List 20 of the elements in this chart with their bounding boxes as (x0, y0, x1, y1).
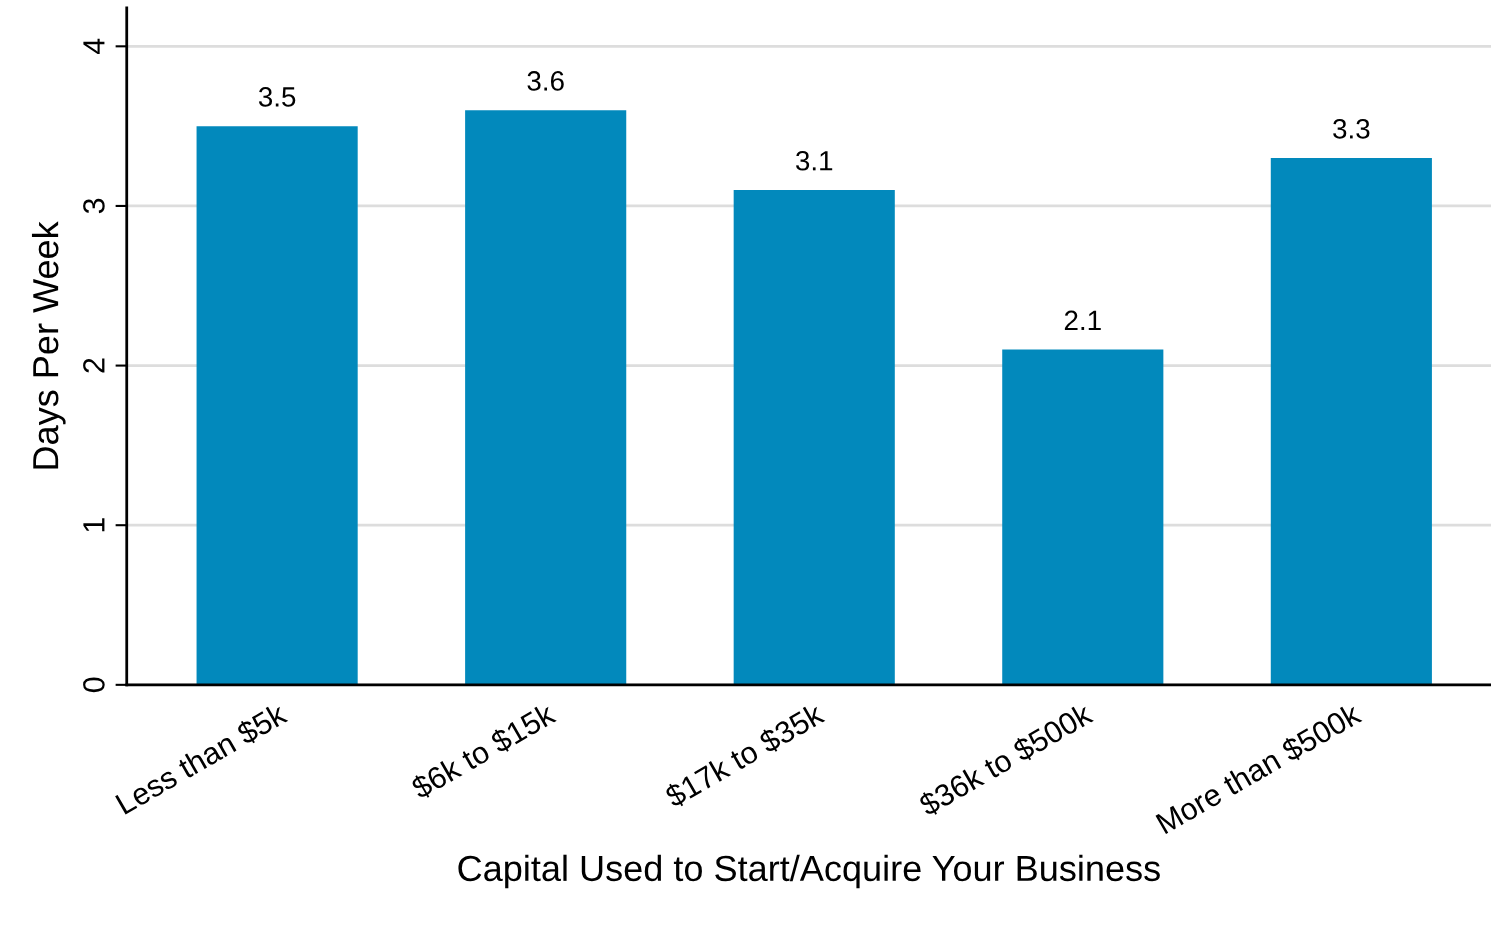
data-label: 3.5 (258, 87, 296, 107)
y-tick-label: 1 (83, 518, 105, 532)
x-tick-label: $17k to $35k (662, 701, 827, 810)
bar (465, 110, 627, 685)
y-axis-title: Days Per Week (31, 221, 66, 469)
y-tick-label: 0 (83, 677, 105, 693)
data-label: 3.1 (795, 150, 833, 171)
x-tick-label: Less than $5k (114, 701, 290, 817)
bar (1270, 158, 1432, 685)
y-tick-label: 4 (83, 38, 105, 55)
x-axis-title: Capital Used to Start/Acquire Your Business (458, 854, 1160, 889)
data-label: 3.6 (527, 71, 564, 91)
bar (1002, 349, 1164, 685)
data-label: 3.3 (1333, 119, 1370, 139)
bar (196, 126, 358, 685)
data-label: 2.1 (1064, 310, 1101, 330)
x-tick-label: $6k to $15k (408, 701, 558, 802)
bar (733, 189, 895, 685)
y-tick-label: 3 (83, 198, 105, 214)
y-tick-label: 2 (83, 358, 105, 373)
